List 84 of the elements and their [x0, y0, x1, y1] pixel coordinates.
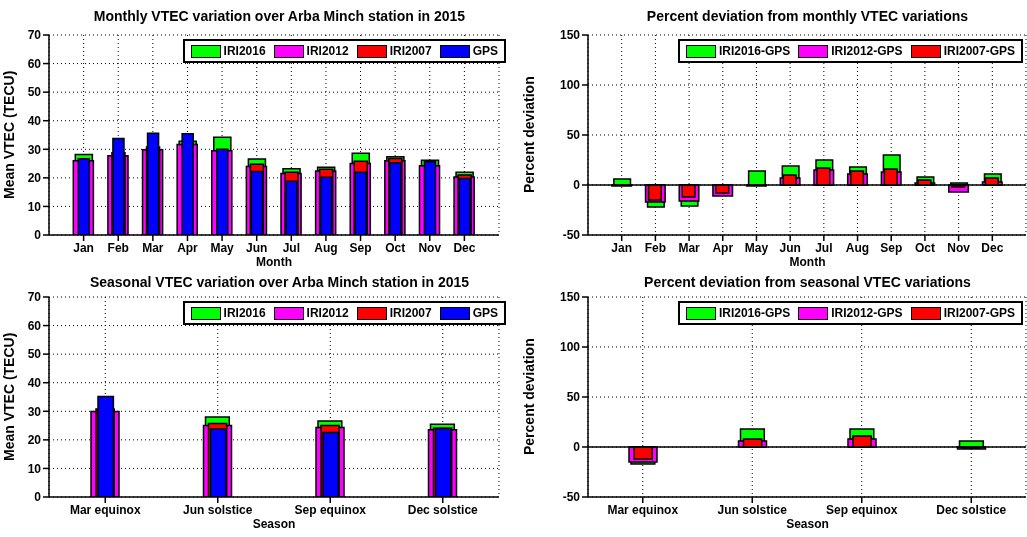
y-tick-label: -50: [562, 490, 581, 505]
x-tick-label: Jan: [611, 240, 633, 255]
x-axis-title: Season: [251, 517, 297, 531]
x-tick-label: Dec solstice: [936, 502, 1007, 517]
legend-label: IRI2012: [305, 306, 349, 320]
x-axis-title: Month: [255, 255, 293, 269]
x-tick-label: Dec solstice: [407, 502, 479, 517]
x-tick-label: Jul: [815, 240, 833, 255]
y-tick-label: 0: [573, 178, 581, 193]
chart-title: Percent deviation from seasonal VTEC variations: [643, 274, 972, 290]
x-tick-label: Aug: [314, 240, 338, 255]
y-tick-label: 60: [27, 56, 42, 71]
legend-label: IRI2007: [388, 44, 432, 58]
legend-label: IRI2007: [388, 306, 432, 320]
y-tick-label: 150: [559, 28, 581, 43]
y-axis-title: Mean VTEC (TECU): [1, 69, 17, 202]
x-tick-label: Apr: [712, 240, 734, 255]
x-tick-label: Dec: [981, 240, 1004, 255]
y-tick-label: 20: [27, 171, 42, 186]
chart-title: Seasonal VTEC variation over Arba Minch station in 2015: [88, 274, 471, 290]
y-tick-label: -50: [562, 228, 581, 243]
legend-label: IRI2012: [305, 44, 349, 58]
x-tick-label: Jun: [246, 240, 268, 255]
x-tick-label: Jun solstice: [717, 502, 788, 517]
x-tick-label: Feb: [107, 240, 129, 255]
y-tick-label: 150: [559, 290, 581, 305]
x-tick-label: Oct: [914, 240, 935, 255]
y-tick-label: 30: [27, 142, 42, 157]
x-tick-label: Dec: [453, 240, 476, 255]
x-tick-label: Apr: [177, 240, 199, 255]
y-tick-label: 30: [27, 404, 42, 419]
y-tick-label: 70: [27, 290, 42, 305]
legend-label: IRI2016-GPS: [717, 44, 791, 58]
x-axis-title: Season: [785, 517, 830, 531]
legend-label: IRI2012-GPS: [830, 44, 903, 58]
x-tick-label: Jun solstice: [183, 502, 253, 517]
x-axis-title: Month: [788, 255, 827, 269]
x-tick-label: May: [210, 240, 235, 255]
x-tick-label: Mar: [678, 240, 701, 255]
x-tick-label: Sep equinox: [294, 502, 367, 517]
y-axis-title: Percent deviation: [521, 75, 537, 196]
x-tick-label: Oct: [385, 240, 406, 255]
y-tick-label: 60: [27, 318, 42, 333]
y-tick-label: 100: [559, 78, 581, 93]
x-tick-label: Nov: [947, 240, 971, 255]
y-tick-label: 50: [566, 390, 581, 405]
y-tick-label: 0: [34, 490, 42, 505]
y-tick-label: 40: [27, 375, 42, 390]
legend-label: GPS: [471, 306, 498, 320]
legend-label: IRI2016-GPS: [717, 306, 791, 320]
y-tick-label: 50: [566, 128, 581, 143]
x-tick-label: Mar equinox: [607, 502, 679, 517]
x-tick-label: Aug: [845, 240, 870, 255]
x-tick-label: Sep: [349, 240, 372, 255]
y-tick-label: 0: [34, 228, 42, 243]
y-tick-label: 70: [27, 28, 42, 43]
legend-label: IRI2016: [222, 306, 266, 320]
chart-title: Monthly VTEC variation over Arba Minch station in 2015: [92, 8, 467, 24]
y-axis-title: Percent deviation: [521, 337, 537, 458]
legend-label: IRI2016: [222, 44, 266, 58]
legend-label: IRI2007-GPS: [942, 306, 1015, 320]
y-tick-label: 50: [27, 347, 42, 362]
y-tick-label: 40: [27, 113, 42, 128]
y-tick-label: 20: [27, 433, 42, 448]
x-tick-label: Sep: [880, 240, 903, 255]
legend-label: GPS: [471, 44, 498, 58]
legend-label: IRI2012-GPS: [830, 306, 903, 320]
x-tick-label: Mar equinox: [69, 502, 141, 517]
x-tick-label: Jul: [282, 240, 300, 255]
x-tick-label: Feb: [644, 240, 667, 255]
y-tick-label: 50: [27, 85, 42, 100]
x-tick-label: Jun: [779, 240, 801, 255]
y-tick-label: 100: [559, 340, 581, 355]
x-tick-label: Sep equinox: [826, 502, 898, 517]
chart-title: Percent deviation from monthly VTEC variations: [645, 8, 970, 24]
y-tick-label: 10: [27, 461, 42, 476]
legend-label: IRI2007-GPS: [942, 44, 1015, 58]
x-tick-label: May: [744, 240, 769, 255]
x-tick-label: Mar: [142, 240, 164, 255]
y-tick-label: 0: [573, 440, 581, 455]
y-tick-label: 10: [27, 199, 42, 214]
x-tick-label: Jan: [73, 240, 94, 255]
y-axis-title: Mean VTEC (TECU): [1, 331, 17, 464]
x-tick-label: Nov: [418, 240, 442, 255]
